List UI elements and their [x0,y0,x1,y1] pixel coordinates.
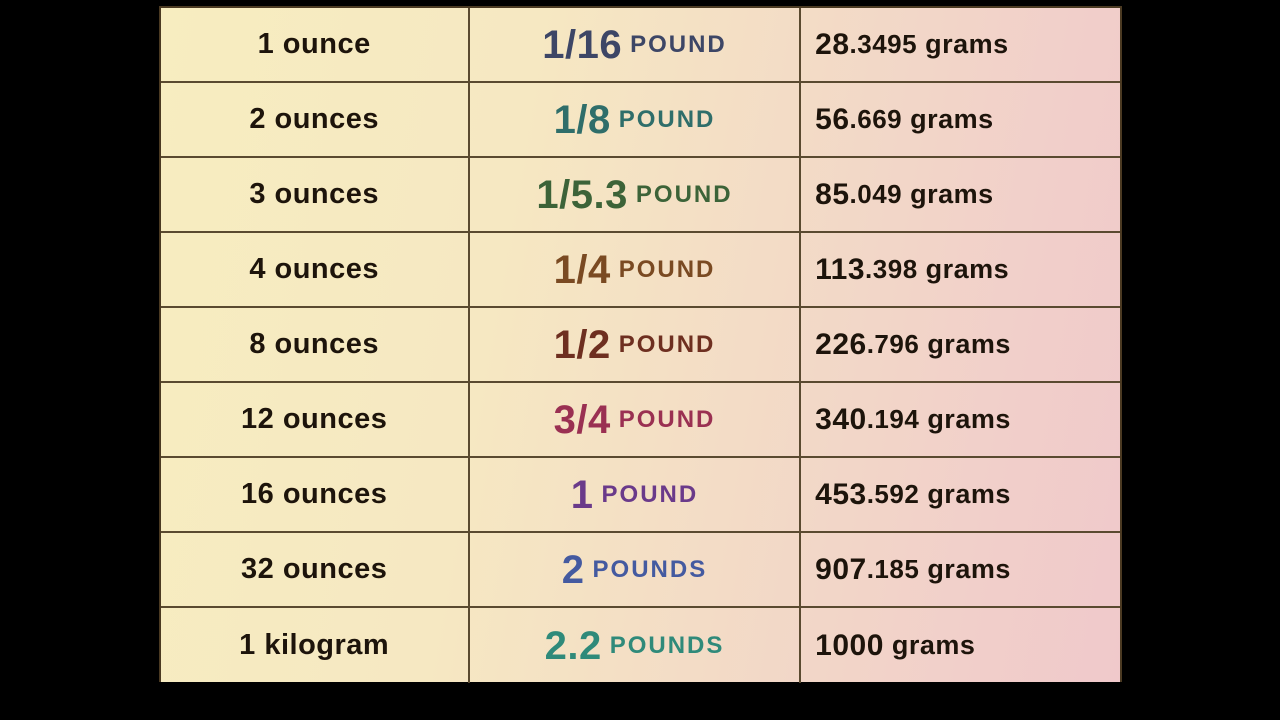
grams-unit: grams [892,630,976,661]
ounces-cell: 12 ounces [161,383,470,456]
ounces-cell: 1 kilogram [161,608,470,683]
pound-unit: POUND [619,408,716,432]
table-row: 1 kilogram 2.2 POUNDS 1000 grams [161,608,1120,683]
pound-fraction: 1 [571,475,594,515]
pound-fraction: 2.2 [545,626,602,666]
pounds-cell: 1/5.3 POUND [470,158,801,231]
pound-fraction: 3/4 [554,400,611,440]
grams-lead: 453 [815,478,867,512]
grams-lead: 85 [815,178,849,212]
ounces-cell: 8 ounces [161,308,470,381]
grams-unit: grams [910,104,994,135]
grams-lead: 28 [815,28,849,62]
table-row: 3 ounces 1/5.3 POUND 85.049grams [161,158,1120,233]
grams-unit: grams [925,29,1009,60]
pound-unit: POUND [619,108,716,132]
grams-cell: 453.592grams [801,458,1119,531]
pounds-cell: 1/2 POUND [470,308,801,381]
ounces-cell: 2 ounces [161,83,470,156]
pounds-cell: 2.2 POUNDS [470,608,801,683]
grams-cell: 56.669grams [801,83,1119,156]
ounces-cell: 4 ounces [161,233,470,306]
grams-unit: grams [910,179,994,210]
pound-unit: POUNDS [610,634,725,658]
grams-cell: 340.194grams [801,383,1119,456]
grams-lead: 56 [815,103,849,137]
pounds-cell: 1 POUND [470,458,801,531]
ounces-cell: 1 ounce [161,8,470,81]
table-row: 8 ounces 1/2 POUND 226.796grams [161,308,1120,383]
ounces-cell: 16 ounces [161,458,470,531]
table-row: 1 ounce 1/16 POUND 28.3495grams [161,8,1120,83]
pounds-cell: 1/4 POUND [470,233,801,306]
grams-rest: .669 [850,104,903,135]
pound-fraction: 1/2 [554,325,611,365]
pounds-cell: 3/4 POUND [470,383,801,456]
pound-unit: POUND [630,33,727,57]
grams-rest: .049 [850,179,903,210]
pound-unit: POUND [602,483,699,507]
grams-rest: .185 [867,554,920,585]
pound-fraction: 1/16 [542,25,622,65]
grams-cell: 907.185grams [801,533,1119,606]
grams-unit: grams [927,554,1011,585]
grams-rest: .592 [867,479,920,510]
pounds-cell: 2 POUNDS [470,533,801,606]
grams-rest: .194 [867,404,920,435]
pound-unit: POUND [619,333,716,357]
grams-unit: grams [927,404,1011,435]
grams-lead: 113 [815,253,865,287]
grams-lead: 1000 [815,629,884,663]
pound-unit: POUND [619,258,716,282]
grams-cell: 85.049grams [801,158,1119,231]
pound-fraction: 1/5.3 [536,175,627,215]
grams-unit: grams [927,329,1011,360]
pound-fraction: 1/8 [554,100,611,140]
table-row: 16 ounces 1 POUND 453.592grams [161,458,1120,533]
grams-lead: 907 [815,553,867,587]
pound-fraction: 1/4 [554,250,611,290]
table-row: 32 ounces 2 POUNDS 907.185grams [161,533,1120,608]
grams-rest: .796 [867,329,920,360]
grams-lead: 226 [815,328,867,362]
pound-unit: POUNDS [593,558,708,582]
pounds-cell: 1/8 POUND [470,83,801,156]
grams-cell: 28.3495grams [801,8,1119,81]
table-row: 4 ounces 1/4 POUND 113.398 grams [161,233,1120,308]
table-row: 2 ounces 1/8 POUND 56.669grams [161,83,1120,158]
pound-unit: POUND [636,183,733,207]
ounces-cell: 32 ounces [161,533,470,606]
pounds-cell: 1/16 POUND [470,8,801,81]
grams-rest: .398 [865,254,918,285]
grams-unit: grams [927,479,1011,510]
grams-lead: 340 [815,403,867,437]
grams-rest: .3495 [850,29,918,60]
grams-cell: 1000 grams [801,608,1119,683]
grams-cell: 226.796grams [801,308,1119,381]
pound-fraction: 2 [562,550,585,590]
ounces-cell: 3 ounces [161,158,470,231]
grams-cell: 113.398 grams [801,233,1119,306]
conversion-table: 1 ounce1/16POUND28.3495grams2 ounces1/8P… [159,6,1122,682]
table-row: 12 ounces 3/4 POUND 340.194grams [161,383,1120,458]
grams-unit: grams [926,254,1010,285]
